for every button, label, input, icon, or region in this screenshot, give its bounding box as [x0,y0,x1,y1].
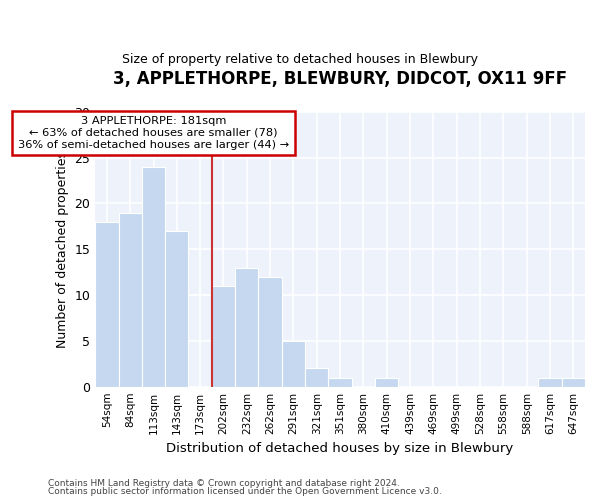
Text: Size of property relative to detached houses in Blewbury: Size of property relative to detached ho… [122,52,478,66]
Bar [538,378,562,386]
Y-axis label: Number of detached properties: Number of detached properties [56,150,69,348]
Bar [562,378,585,386]
Bar [235,268,259,386]
Bar [305,368,328,386]
Bar [95,222,119,386]
Text: 3 APPLETHORPE: 181sqm
← 63% of detached houses are smaller (78)
36% of semi-deta: 3 APPLETHORPE: 181sqm ← 63% of detached … [18,116,289,150]
Text: Contains public sector information licensed under the Open Government Licence v3: Contains public sector information licen… [48,487,442,496]
Bar [165,231,188,386]
Bar [212,286,235,386]
Bar [375,378,398,386]
Title: 3, APPLETHORPE, BLEWBURY, DIDCOT, OX11 9FF: 3, APPLETHORPE, BLEWBURY, DIDCOT, OX11 9… [113,70,567,88]
X-axis label: Distribution of detached houses by size in Blewbury: Distribution of detached houses by size … [166,442,514,455]
Bar [259,276,282,386]
Bar [328,378,352,386]
Text: Contains HM Land Registry data © Crown copyright and database right 2024.: Contains HM Land Registry data © Crown c… [48,478,400,488]
Bar [282,341,305,386]
Bar [142,167,165,386]
Bar [119,212,142,386]
